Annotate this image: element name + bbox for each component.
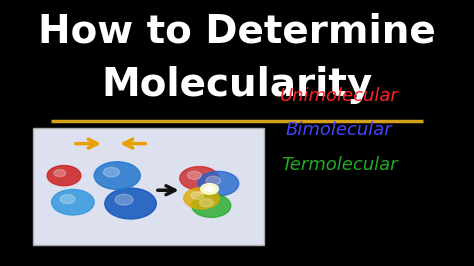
Circle shape (205, 186, 214, 192)
Circle shape (200, 199, 213, 207)
Circle shape (180, 167, 219, 190)
Circle shape (188, 171, 201, 180)
Circle shape (184, 188, 219, 209)
Circle shape (192, 194, 231, 217)
Circle shape (60, 194, 75, 203)
Circle shape (52, 189, 94, 215)
Circle shape (54, 169, 66, 177)
Text: Bimolecular: Bimolecular (286, 121, 392, 139)
Bar (33, 128, 264, 245)
Text: Molecularity: Molecularity (101, 66, 373, 104)
Circle shape (115, 194, 133, 205)
Circle shape (198, 171, 239, 196)
Circle shape (206, 176, 220, 185)
Text: Termolecular: Termolecular (281, 156, 397, 174)
Circle shape (47, 165, 81, 186)
Circle shape (103, 167, 119, 177)
Circle shape (105, 188, 156, 219)
Circle shape (201, 184, 219, 194)
Circle shape (191, 192, 203, 199)
Text: Unimolecular: Unimolecular (280, 87, 399, 105)
Text: How to Determine: How to Determine (38, 13, 436, 51)
Circle shape (94, 162, 140, 189)
